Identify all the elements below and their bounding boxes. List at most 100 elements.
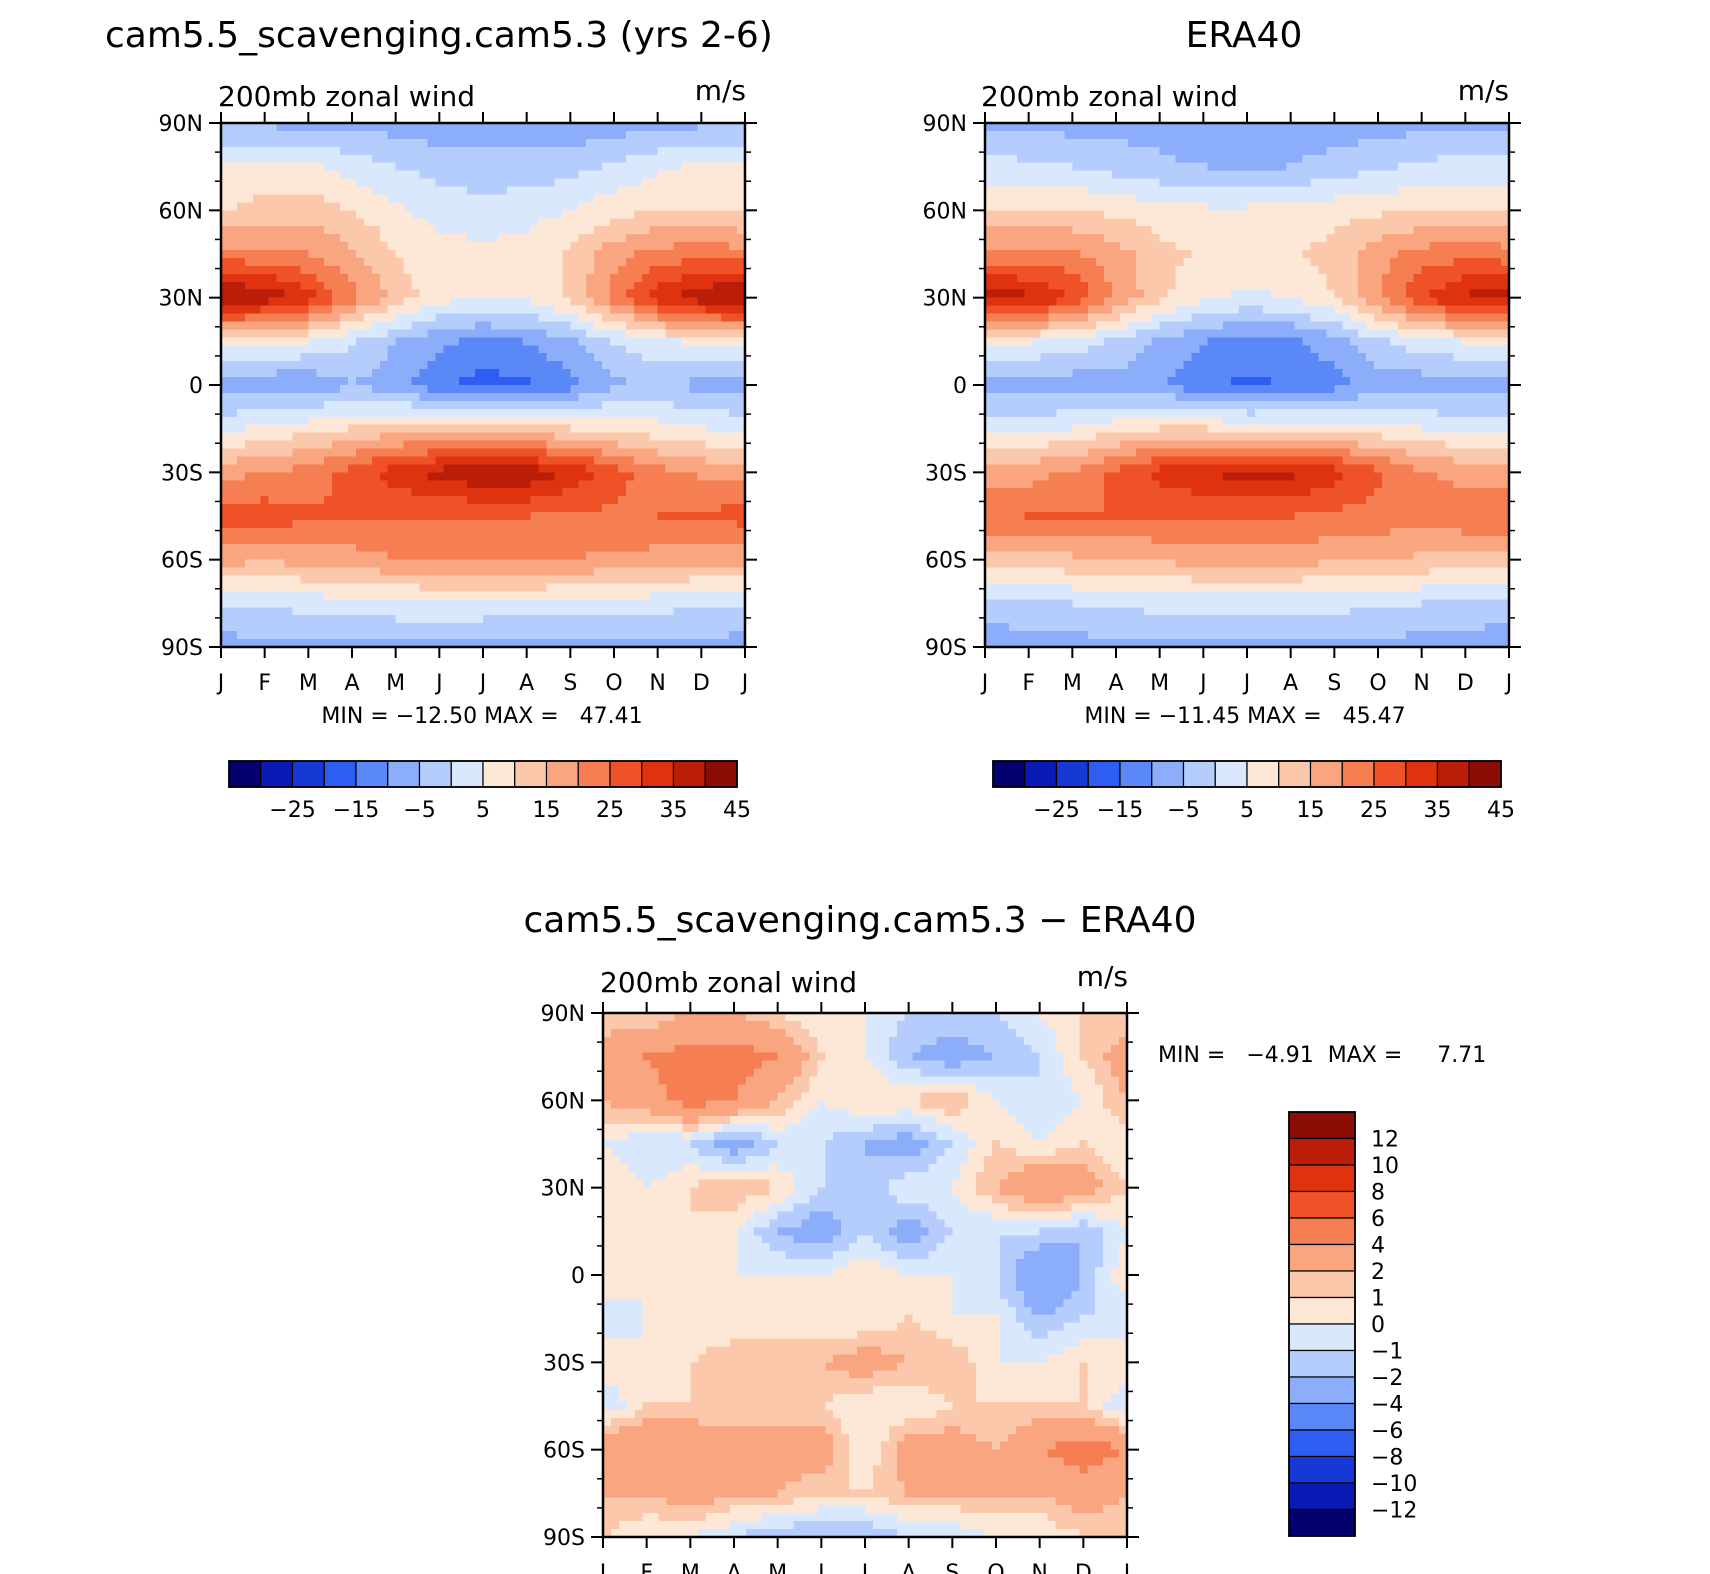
field-cell <box>697 265 706 275</box>
field-cell <box>403 527 413 537</box>
field-cell <box>228 424 238 434</box>
field-cell <box>387 138 397 148</box>
field-cell <box>554 369 563 378</box>
field-cell <box>721 607 730 616</box>
field-cell <box>435 519 444 529</box>
field-cell <box>586 631 595 640</box>
field-cell <box>284 297 294 307</box>
field-cell <box>641 154 651 164</box>
field-cell <box>260 583 270 593</box>
field-cell <box>729 464 738 473</box>
field-cell <box>276 519 286 529</box>
field-cell <box>562 432 571 442</box>
field-cell <box>1413 154 1423 164</box>
field-cell <box>657 210 667 219</box>
field-cell <box>483 202 492 211</box>
field-cell <box>1270 170 1280 180</box>
field-cell <box>594 170 603 180</box>
field-cell <box>268 313 278 323</box>
field-cell <box>673 257 683 267</box>
field-cell <box>419 218 429 227</box>
field-cell <box>586 321 595 331</box>
field-cell <box>332 337 341 346</box>
field-cell <box>276 543 286 553</box>
field-cell <box>530 377 540 386</box>
field-cell <box>705 385 714 394</box>
field-cell <box>490 392 500 402</box>
field-cell <box>467 456 476 465</box>
field-cell <box>236 392 246 402</box>
field-cell <box>411 591 421 600</box>
field-cell <box>308 424 317 434</box>
field-cell <box>633 583 643 593</box>
field-cell <box>665 273 675 283</box>
field-cell <box>403 178 413 188</box>
field-cell <box>475 599 484 608</box>
field-cell <box>355 400 365 410</box>
field-cell <box>451 337 460 346</box>
field-cell <box>578 146 587 156</box>
field-cell <box>340 257 349 267</box>
field-cell <box>403 615 413 624</box>
field-cell <box>570 178 579 188</box>
field-cell <box>554 504 563 513</box>
field-cell <box>514 432 524 442</box>
field-cell <box>340 337 349 346</box>
field-cell <box>475 257 484 267</box>
field-cell <box>348 194 357 203</box>
field-cell <box>284 305 294 315</box>
field-cell <box>578 504 587 513</box>
field-cell <box>1270 123 1280 132</box>
field-cell <box>1064 138 1073 148</box>
field-cell <box>355 416 365 426</box>
field-cell <box>435 551 444 561</box>
field-cell <box>673 154 683 164</box>
field-cell <box>610 297 619 307</box>
field-cell <box>617 607 627 616</box>
panel-1-contour-field <box>221 123 746 648</box>
field-cell <box>467 273 476 283</box>
field-cell <box>546 440 556 450</box>
field-cell <box>443 353 452 362</box>
field-cell <box>355 488 365 497</box>
field-cell <box>1183 130 1193 140</box>
field-cell <box>363 194 373 203</box>
field-cell <box>443 305 452 315</box>
field-cell <box>562 599 571 608</box>
field-cell <box>292 543 301 553</box>
field-cell <box>252 591 262 600</box>
field-cell <box>554 186 563 196</box>
field-cell <box>332 162 341 172</box>
field-cell <box>363 400 373 410</box>
field-cell <box>284 130 294 140</box>
field-cell <box>379 496 389 505</box>
field-cell <box>228 186 238 196</box>
field-cell <box>570 170 579 180</box>
field-cell <box>236 385 246 394</box>
field-cell <box>324 496 333 505</box>
field-cell <box>1445 138 1455 148</box>
field-cell <box>737 480 746 489</box>
field-cell <box>260 377 270 386</box>
field-cell <box>1112 170 1121 180</box>
field-cell <box>1191 130 1200 140</box>
field-cell <box>268 615 278 624</box>
field-cell <box>1326 154 1335 164</box>
field-cell <box>705 130 714 140</box>
field-cell <box>1175 162 1185 172</box>
field-cell <box>260 257 270 267</box>
field-cell <box>228 178 238 188</box>
field-cell <box>514 496 524 505</box>
field-cell <box>308 464 317 473</box>
field-cell <box>221 257 230 267</box>
field-cell <box>1429 123 1439 132</box>
field-cell <box>641 186 651 196</box>
field-cell <box>570 353 579 362</box>
field-cell <box>641 623 651 632</box>
field-cell <box>308 583 317 593</box>
field-cell <box>729 512 738 521</box>
field-cell <box>316 273 325 283</box>
field-cell <box>236 480 246 489</box>
field-cell <box>228 329 238 338</box>
field-cell <box>689 432 698 442</box>
